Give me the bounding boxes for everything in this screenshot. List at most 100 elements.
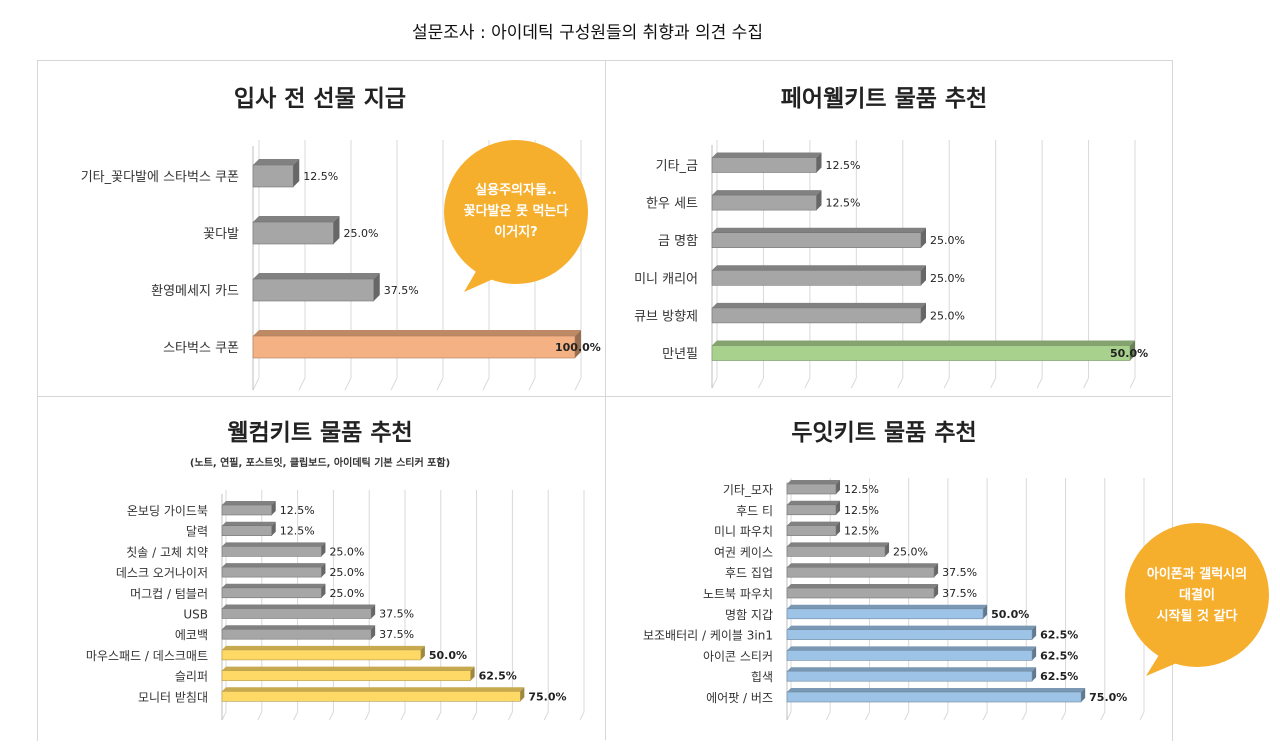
chart-4-gridline-floor bbox=[904, 711, 910, 721]
chart-3-bar-top bbox=[222, 563, 326, 568]
chart-1-gridline-floor bbox=[528, 377, 536, 391]
chart-1-bar bbox=[252, 164, 294, 188]
chart-4-bar-top bbox=[787, 542, 890, 547]
chart-3-gridline-floor bbox=[293, 711, 299, 721]
chart-3-subtitle: (노트, 연필, 포스트잇, 클립보드, 아이데틱 기본 스티커 포함) bbox=[190, 456, 450, 469]
chart-1-bar-end bbox=[373, 273, 380, 301]
chart-2-bar bbox=[711, 307, 922, 324]
chart-2-category-label: 한우 세트 bbox=[646, 197, 698, 212]
chart-4-category-label: 노트북 파우치 bbox=[703, 587, 773, 601]
chart-2-bar bbox=[711, 157, 817, 173]
chart-4-bar-end bbox=[836, 480, 841, 494]
chart-1-gridline-floor bbox=[574, 377, 582, 391]
chart-4-bar-top bbox=[787, 480, 841, 484]
chart-2-value-label: 50.0% bbox=[1110, 347, 1148, 360]
chart-3-category-label: 달력 bbox=[186, 525, 208, 539]
chart-1-gridline-floor bbox=[344, 377, 352, 391]
chart-2-value-label: 25.0% bbox=[930, 309, 965, 322]
chart-4-gridline-floor bbox=[1021, 711, 1027, 721]
chart-4-gridline-floor bbox=[943, 711, 949, 721]
chart-3-bar bbox=[221, 670, 471, 681]
chart-4-bar-end bbox=[836, 500, 841, 515]
chart-1-bar bbox=[252, 335, 576, 359]
chart-3-bar bbox=[221, 690, 521, 702]
chart-4-gridline-floor bbox=[1061, 711, 1067, 721]
chart-2-gridline-floor bbox=[711, 377, 718, 389]
chart-2-bar-top bbox=[712, 340, 1135, 346]
chart-3-gridline-floor bbox=[472, 711, 478, 721]
chart-2-category-label: 금 명함 bbox=[658, 234, 698, 249]
chart-3-category-label: 머그컵 / 텀블러 bbox=[130, 587, 208, 601]
chart-3-bar-end bbox=[321, 563, 326, 578]
chart-4-bar bbox=[786, 629, 1033, 640]
chart-4-bar bbox=[786, 608, 984, 620]
chart-3-bar-top bbox=[222, 645, 425, 650]
chart-3-gridline-floor bbox=[364, 711, 370, 721]
chart-3-category-label: 슬리퍼 bbox=[175, 670, 208, 684]
chart-4-bar-top bbox=[787, 688, 1086, 692]
chart-4-value-label: 12.5% bbox=[844, 525, 879, 538]
chart-4-value-label: 62.5% bbox=[1040, 629, 1078, 642]
page-title: 설문조사 : 아이데틱 구성원들의 취향과 의견 수집 bbox=[412, 23, 763, 43]
chart-3-bar bbox=[221, 525, 273, 537]
chart-2-category-label: 만년필 bbox=[662, 347, 698, 362]
chart-2-value-label: 12.5% bbox=[826, 197, 861, 210]
chart-2-bar-end bbox=[816, 190, 822, 211]
chart-1-bar bbox=[252, 221, 334, 245]
chart-2-gridline-floor bbox=[1129, 377, 1136, 389]
chart-2-title: 페어웰키트 물품 추천 bbox=[781, 86, 987, 112]
chart-4-value-label: 12.5% bbox=[844, 483, 879, 496]
chart-3-bar bbox=[221, 587, 322, 599]
chart-3-bar-top bbox=[222, 583, 326, 588]
chart-2-bar-top bbox=[712, 227, 926, 233]
chart-1-category-label: 꽃다발 bbox=[203, 227, 239, 242]
chart-4-bar bbox=[786, 650, 1033, 661]
chart-3-bar-end bbox=[520, 687, 525, 702]
chart-3-bar-end bbox=[420, 645, 425, 660]
chart-4-category-label: 기타_모자 bbox=[723, 483, 773, 497]
chart-4-gridline-floor bbox=[982, 711, 988, 721]
chart-3-bar bbox=[221, 649, 422, 661]
chart-3-bar bbox=[221, 608, 372, 619]
callout-2-line-3: 시작될 것 같다 bbox=[1156, 609, 1238, 624]
chart-3-bar-end bbox=[470, 666, 475, 681]
chart-4-bar bbox=[786, 691, 1082, 703]
chart-4-gridline-floor bbox=[864, 711, 870, 721]
chart-3-value-label: 37.5% bbox=[379, 608, 414, 621]
chart-2-gridline-floor bbox=[850, 377, 857, 389]
chart-3-category-label: USB bbox=[183, 608, 208, 622]
chart-4-gridline-floor bbox=[825, 711, 831, 721]
chart-2-bar-top bbox=[712, 152, 822, 158]
chart-2-bar-end bbox=[921, 302, 926, 323]
chart-4-value-label: 50.0% bbox=[991, 608, 1029, 621]
chart-2-bar bbox=[711, 194, 817, 211]
chart-2-bar bbox=[711, 345, 1131, 361]
chart-4-bar bbox=[786, 566, 935, 578]
callout-text-1: 실용주의자들.. 꽃다발은 못 먹는다 이거지? bbox=[441, 180, 591, 243]
chart-3-gridline-floor bbox=[507, 711, 513, 721]
chart-4-bar-end bbox=[934, 563, 939, 578]
chart-3-bar-top bbox=[222, 687, 525, 692]
chart-4-bar-end bbox=[836, 521, 841, 536]
chart-1-gridline-floor bbox=[298, 377, 306, 391]
grid-divider-horizontal bbox=[37, 396, 1171, 397]
chart-3-value-label: 75.0% bbox=[528, 690, 566, 703]
chart-4-bar bbox=[786, 546, 886, 557]
chart-4-bar bbox=[786, 587, 935, 599]
chart-4-bar bbox=[786, 670, 1033, 682]
chart-1-bar-end bbox=[293, 159, 300, 187]
chart-3-bar-end bbox=[371, 625, 376, 640]
callout-1-line-3: 이거지? bbox=[494, 225, 538, 240]
chart-3-bar bbox=[221, 504, 273, 516]
chart-2-bar-end bbox=[921, 227, 926, 248]
chart-4-value-label: 37.5% bbox=[942, 566, 977, 579]
chart-3-bar-top bbox=[222, 666, 475, 671]
chart-3-gridline-floor bbox=[400, 711, 406, 721]
chart-3-category-label: 모니터 받침대 bbox=[138, 690, 208, 704]
chart-3-bar bbox=[221, 546, 322, 557]
chart-4-value-label: 62.5% bbox=[1040, 670, 1078, 683]
chart-3-value-label: 50.0% bbox=[429, 649, 467, 662]
chart-4-value-label: 37.5% bbox=[942, 587, 977, 600]
chart-4-category-label: 미니 파우치 bbox=[714, 525, 773, 539]
chart-3-bar-end bbox=[271, 501, 276, 515]
